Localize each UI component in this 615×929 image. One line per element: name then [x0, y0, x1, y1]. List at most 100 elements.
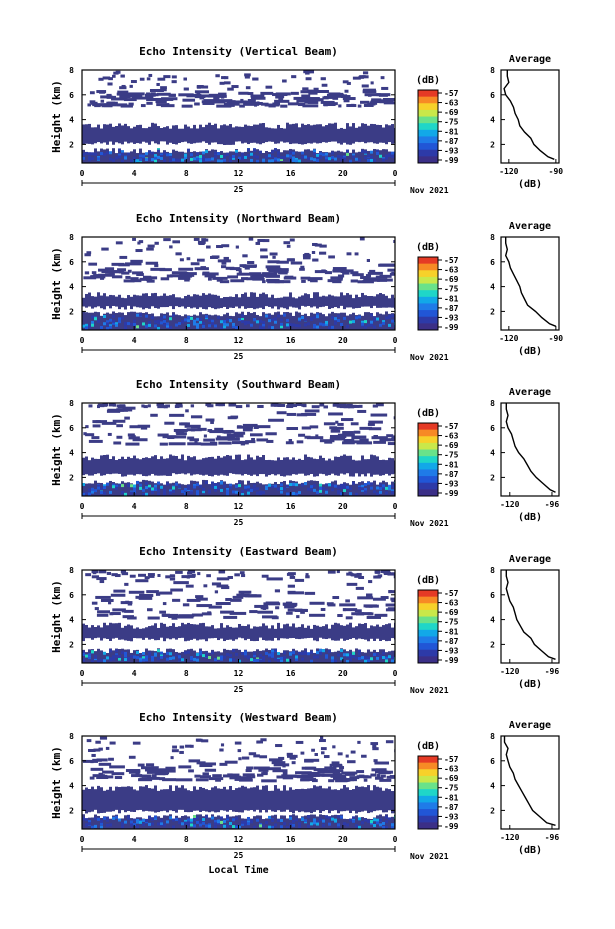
- echo-cell-sparse: [179, 258, 184, 262]
- echo-cell-low: [91, 649, 94, 663]
- echo-cell-intense: [268, 314, 271, 318]
- colorbar-tick-label: -93: [444, 313, 459, 322]
- echo-cell-intense: [142, 818, 145, 822]
- colorbar-segment: [418, 303, 438, 311]
- echo-cell-intense: [106, 151, 109, 155]
- echo-cell-upper: [128, 436, 140, 440]
- echo-cell-sparse: [272, 255, 276, 259]
- echo-cell-mid: [292, 789, 295, 814]
- echo-cell-upper: [328, 779, 335, 783]
- echo-cell-sparse: [374, 570, 381, 574]
- echo-cell-intense: [217, 152, 220, 156]
- echo-cell-sparse: [350, 750, 356, 754]
- echo-cell-mid: [142, 293, 145, 310]
- panel-title: Echo Intensity (Northward Beam): [136, 212, 341, 225]
- echo-cell-intense: [367, 154, 370, 158]
- x-tick-label: 0: [393, 669, 398, 678]
- echo-cell-intense: [358, 652, 361, 656]
- echo-cell-intense: [250, 158, 253, 162]
- echo-cell-intense: [265, 651, 268, 655]
- echo-cell-mid: [319, 455, 322, 474]
- echo-cell-sparse: [380, 76, 385, 80]
- echo-cell-intense: [283, 313, 286, 317]
- echo-cell-intense: [202, 490, 205, 494]
- echo-cell-mid: [214, 123, 217, 143]
- echo-cell-upper: [249, 433, 263, 437]
- echo-cell-mid: [160, 789, 163, 812]
- echo-cell-mid: [187, 126, 190, 144]
- echo-cell-mid: [88, 292, 91, 307]
- x-tick-label: 0: [80, 669, 85, 678]
- echo-cell-mid: [343, 625, 346, 641]
- echo-cell-sparse: [337, 752, 343, 756]
- echo-cell-intense: [373, 158, 376, 162]
- echo-cell-intense: [196, 656, 199, 660]
- echo-cell-low: [148, 150, 151, 163]
- echo-cell-upper: [341, 418, 354, 422]
- echo-cell-upper: [265, 432, 277, 436]
- echo-cell-intense: [235, 152, 238, 156]
- echo-cell-intense: [382, 486, 385, 490]
- echo-cell-upper: [245, 440, 256, 444]
- y-tick-label: 6: [69, 258, 74, 267]
- echo-cell-intense: [160, 155, 163, 159]
- echo-cell-sparse: [157, 405, 166, 409]
- echo-cell-upper: [157, 433, 169, 437]
- echo-cell-upper: [196, 604, 213, 608]
- colorbar-tick-label: -63: [444, 599, 459, 608]
- echo-cell-intense: [136, 818, 139, 822]
- date-label: Nov 2021: [410, 353, 449, 362]
- echo-cell-intense: [205, 824, 208, 828]
- colorbar-frame: [417, 256, 439, 331]
- echo-cell-intense: [346, 653, 349, 657]
- echo-cell-sparse: [312, 242, 318, 246]
- echo-cell-upper: [246, 773, 252, 777]
- echo-cell-upper: [373, 759, 378, 763]
- echo-cell-sparse: [377, 574, 383, 578]
- echo-cell-upper: [273, 763, 290, 767]
- echo-cell-upper: [186, 598, 201, 602]
- echo-cell-mid: [205, 626, 208, 642]
- echo-cell-upper: [217, 259, 231, 263]
- echo-cell-upper: [231, 441, 244, 445]
- echo-cell-mid: [292, 457, 295, 475]
- echo-cell-upper: [200, 442, 218, 446]
- echo-cell-intense: [178, 819, 181, 823]
- echo-cell-mid: [373, 455, 376, 475]
- echo-cell-intense: [244, 322, 247, 326]
- echo-cell-intense: [331, 325, 334, 329]
- echo-cell-intense: [271, 155, 274, 159]
- echo-cell-mid: [103, 790, 106, 813]
- echo-cell-upper: [159, 591, 173, 595]
- echo-cell-upper: [100, 276, 105, 280]
- echo-cell-mid: [358, 623, 361, 639]
- echo-cell-upper: [186, 94, 193, 98]
- echo-cell-upper: [145, 96, 154, 100]
- average-y-tick-label: 8: [490, 66, 495, 75]
- echo-cell-intense: [274, 320, 277, 324]
- echo-cell-mid: [115, 623, 118, 638]
- echo-cell-intense: [196, 653, 199, 657]
- y-tick-label: 2: [69, 806, 74, 815]
- echo-cell-intense: [298, 317, 301, 321]
- echo-cell-sparse: [361, 754, 367, 758]
- echo-cell-intense: [274, 148, 277, 152]
- echo-cell-intense: [151, 316, 154, 320]
- echo-cell-upper: [113, 589, 126, 593]
- echo-cell-intense: [319, 483, 322, 487]
- echo-cell-intense: [310, 650, 313, 654]
- echo-cell-upper: [304, 766, 315, 770]
- echo-cell-intense: [142, 658, 145, 662]
- echo-cell-intense: [121, 159, 124, 163]
- echo-cell-mid: [256, 455, 259, 477]
- echo-cell-intense: [211, 484, 214, 488]
- echo-cell-low: [316, 312, 319, 330]
- echo-cell-intense: [199, 159, 202, 163]
- echo-cell-mid: [196, 294, 199, 309]
- echo-cell-low: [355, 648, 358, 663]
- echo-cell-upper: [304, 591, 316, 595]
- echo-cell-low: [373, 817, 376, 829]
- echo-cell-mid: [163, 293, 166, 308]
- echo-cell-intense: [169, 325, 172, 329]
- echo-cell-intense: [268, 483, 271, 487]
